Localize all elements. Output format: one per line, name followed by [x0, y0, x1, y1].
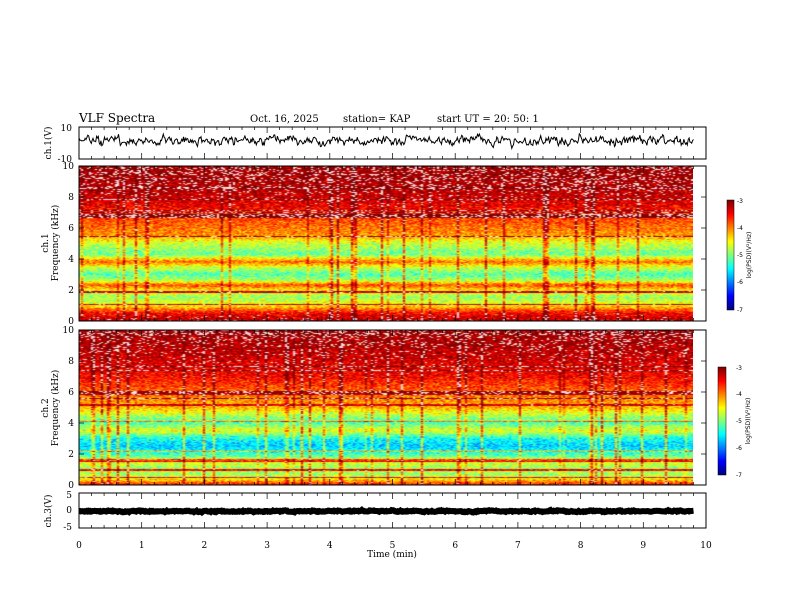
ch1-cb-label: log(PSD)(V²/Hz) [746, 232, 753, 279]
start-time-label: start UT = 20: 50: 1 [437, 114, 539, 125]
ch1-colorbar-gradient [727, 200, 734, 310]
ch2-spec-ylabel-frequency: Frequency (kHz) [50, 370, 61, 447]
ch1-xticks [78, 127, 707, 159]
ch2-colorbar-gradient [718, 367, 726, 475]
ch1-ytick-top: 10 [61, 124, 73, 134]
ch1-series-line [78, 132, 694, 151]
ch3-ylabel: ch.3(V) [43, 495, 54, 528]
time-tick-label: 8 [578, 541, 584, 551]
ch2-spec-xticks [78, 330, 707, 485]
ch3-ytick-top: 5 [66, 491, 72, 501]
ch2-cb-tick-m7: -7 [736, 472, 742, 479]
station-label: station= KAP [343, 114, 411, 125]
ch3-xticks [78, 493, 707, 528]
y-tick-label: 6 [68, 224, 74, 234]
y-tick-label: 4 [68, 419, 74, 429]
y-tick-label: 4 [68, 255, 74, 265]
ch1-cb-tick-m7: -7 [737, 307, 743, 314]
ch2-colorbar: -3 -4 -5 -6 -7 log(PSD)(V²/Hz) [717, 365, 752, 479]
ch2-colorbar-frame [717, 366, 727, 476]
ch1-spectrogram-image [79, 166, 693, 321]
ch1-spec-xticks [78, 166, 707, 321]
ch1-cb-tick-m6: -6 [737, 279, 743, 286]
ch1-freq-ticks: 0 2 4 6 8 10 [63, 162, 706, 327]
ch1-spectrogram-panel: 0 2 4 6 8 10 ch.1 Frequency (kHz) [41, 162, 707, 327]
time-tick-label: 2 [202, 541, 208, 551]
ch1-spec-ylabel-frequency: Frequency (kHz) [50, 205, 61, 282]
ch1-ylabel: ch.1(V) [43, 127, 54, 160]
date-label: Oct. 16, 2025 [250, 114, 319, 125]
ch2-cb-tick-m6: -6 [736, 445, 742, 452]
y-tick-label: 2 [68, 450, 74, 460]
time-tick-label: 10 [700, 541, 712, 551]
ch3-ytick-middle: 0 [66, 506, 72, 516]
ch1-cb-tick-m4: -4 [737, 225, 743, 232]
y-tick-label: 8 [68, 357, 74, 367]
ch1-cb-tick-m3: -3 [737, 198, 743, 205]
ch2-cb-tick-m5: -5 [736, 418, 742, 425]
ch1-colorbar-frame [726, 199, 735, 311]
ch3-ytick-bottom: -5 [63, 523, 72, 533]
ch2-cb-label: log(PSD)(V²/Hz) [745, 398, 752, 445]
time-tick-label: 6 [452, 541, 458, 551]
ch2-cb-tick-m3: -3 [736, 365, 742, 372]
ch1-ytick-bottom: -10 [58, 155, 73, 165]
time-axis: 0 1 2 3 4 5 6 7 8 9 10 [76, 541, 712, 551]
y-tick-label: 2 [68, 286, 74, 296]
figure-title: VLF Spectra [78, 111, 155, 125]
time-tick-label: 9 [640, 541, 646, 551]
ch2-spec-ylabel-channel: ch.2 [41, 398, 51, 417]
y-tick-label: 8 [68, 193, 74, 203]
time-tick-label: 3 [264, 541, 270, 551]
time-tick-label: 5 [390, 541, 396, 551]
ch2-spectrogram-panel: 0 2 4 6 8 10 ch.2 Frequency (kHz) [41, 326, 707, 491]
y-tick-label: 0 [68, 481, 74, 491]
ch2-cb-tick-m4: -4 [736, 391, 742, 398]
y-tick-label: 6 [68, 388, 74, 398]
time-tick-label: 1 [139, 541, 145, 551]
time-tick-label: 4 [327, 541, 333, 551]
ch1-cb-tick-m5: -5 [737, 252, 743, 259]
ch1-colorbar: -3 -4 -5 -6 -7 log(PSD)(V²/Hz) [726, 198, 753, 314]
ch1-waveform-panel: 10 -10 ch.1(V) [43, 124, 707, 165]
time-tick-label: 7 [515, 541, 521, 551]
ch3-waveform-panel: 5 0 -5 ch.3(V) [43, 491, 707, 533]
ch2-freq-ticks: 0 2 4 6 8 10 [63, 326, 706, 491]
ch2-spectrogram-image [79, 330, 693, 485]
y-tick-label: 10 [63, 326, 75, 336]
ch3-series-line [78, 506, 694, 517]
y-tick-label: 0 [68, 317, 74, 327]
time-axis-label: Time (min) [367, 549, 417, 560]
ch1-spec-ylabel-channel: ch.1 [41, 233, 51, 252]
y-tick-label: 10 [63, 162, 75, 172]
time-tick-label: 0 [76, 541, 82, 551]
